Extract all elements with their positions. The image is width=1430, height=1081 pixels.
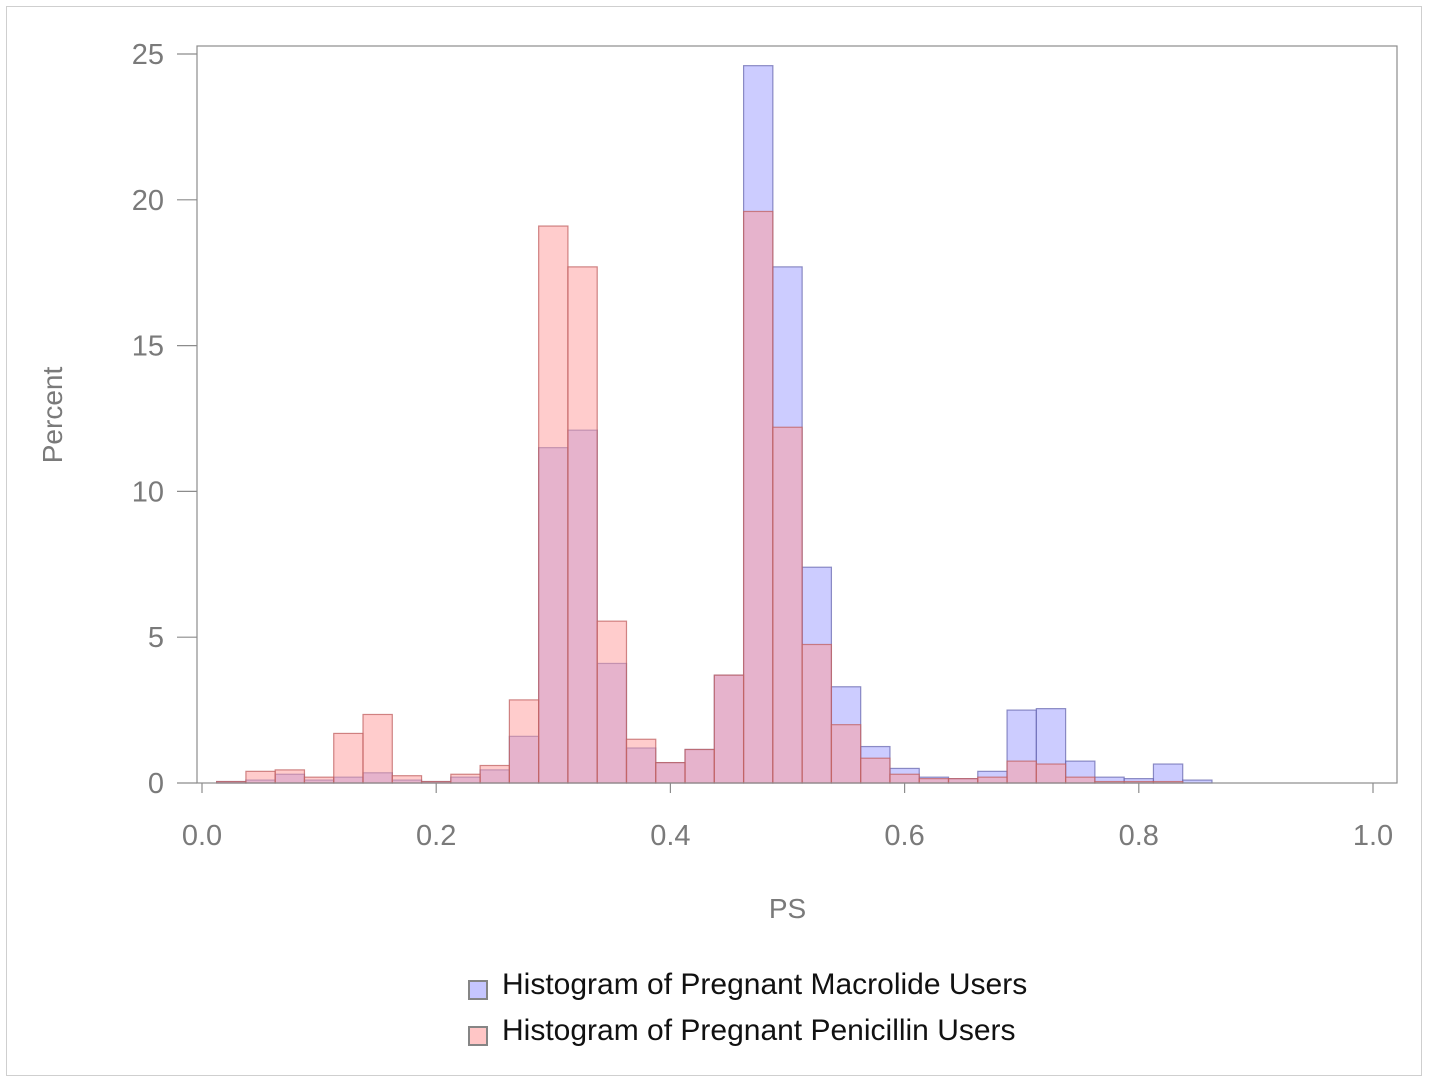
y-tick-label: 15 (132, 331, 164, 363)
histogram-bar (918, 778, 950, 784)
histogram-bar (274, 769, 306, 784)
histogram-bar (391, 775, 423, 784)
x-tick-label: 1.0 (1353, 820, 1393, 852)
histogram-bar (362, 713, 393, 784)
histogram-bar (947, 778, 979, 784)
histogram-bar (801, 643, 833, 784)
chart-frame (6, 6, 1422, 1076)
y-tick-label: 20 (132, 185, 164, 217)
x-tick-label: 0.2 (416, 820, 456, 852)
histogram-bar (713, 674, 745, 784)
histogram-bar (977, 776, 1008, 784)
bars-layer (216, 65, 1213, 784)
x-axis-title: PS (769, 893, 806, 924)
legend: Histogram of Pregnant Macrolide Users Hi… (468, 962, 1027, 1054)
legend-swatch-penicillin (468, 1026, 488, 1046)
histogram-bar (245, 770, 276, 784)
histogram-bar (655, 761, 686, 784)
histogram-bar (1006, 760, 1037, 784)
x-tick-label: 0.8 (1119, 820, 1159, 852)
histogram-bar (830, 724, 862, 784)
histogram-bar (567, 266, 598, 784)
histogram-bar (333, 732, 364, 784)
legend-item-macrolide: Histogram of Pregnant Macrolide Users (468, 962, 1027, 1008)
legend-label-macrolide: Histogram of Pregnant Macrolide Users (502, 968, 1028, 1001)
x-tick-label: 0.6 (884, 820, 924, 852)
plot-area (196, 45, 1398, 784)
y-axis-title: Percent (37, 367, 68, 464)
histogram-bar (1035, 763, 1067, 784)
y-tick-label: 25 (132, 39, 164, 71)
x-tick-label: 0.4 (650, 820, 690, 852)
histogram-bar (1065, 776, 1096, 784)
histogram-bar (479, 764, 510, 784)
histogram-bar (684, 748, 715, 784)
histogram-bar (303, 776, 335, 784)
legend-label-penicillin: Histogram of Pregnant Penicillin Users (502, 1014, 1016, 1047)
histogram-bar (596, 620, 628, 784)
histogram-bar (860, 757, 891, 784)
histogram-bar (742, 210, 774, 784)
legend-item-penicillin: Histogram of Pregnant Penicillin Users (468, 1008, 1027, 1054)
histogram-bar (1152, 763, 1184, 784)
x-tick-label: 0.0 (182, 820, 222, 852)
histogram-bar (625, 738, 657, 784)
y-tick-label: 0 (148, 768, 164, 800)
histogram-bar (508, 699, 540, 784)
histogram-bar (772, 426, 803, 784)
y-tick-label: 10 (132, 476, 164, 508)
histogram-bar (889, 773, 920, 784)
axes-layer: 0.0 0.2 0.4 0.6 0.8 1.0 0 5 10 15 20 25 (132, 39, 1393, 852)
legend-swatch-macrolide (468, 980, 488, 1000)
histogram-bar (538, 225, 569, 784)
y-tick-label: 5 (148, 622, 164, 654)
histogram-bar (450, 773, 481, 784)
